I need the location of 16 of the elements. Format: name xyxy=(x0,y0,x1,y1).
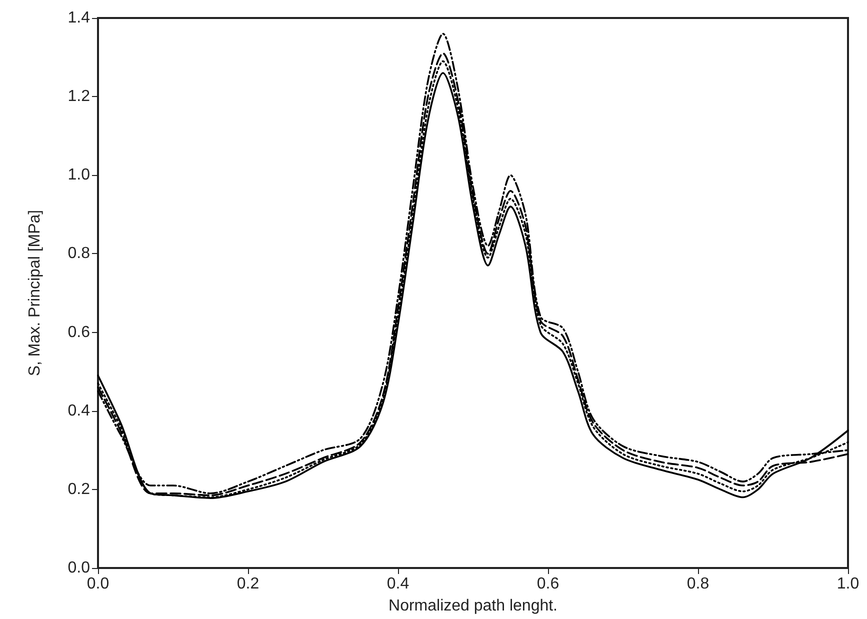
x-tick-label: 0.0 xyxy=(86,576,110,592)
y-tick-label: 1.4 xyxy=(68,10,90,26)
x-tick-label: 0.2 xyxy=(236,576,260,592)
y-axis-title: S, Max. Principal [MPa] xyxy=(26,210,44,376)
x-tick-label: 1.0 xyxy=(836,576,860,592)
y-tick-label: 0.0 xyxy=(68,560,90,576)
y-tick-label: 0.8 xyxy=(68,245,90,262)
x-axis-title: Normalized path lenght. xyxy=(388,598,558,614)
y-tick-label: 0.4 xyxy=(68,402,90,420)
y-tick-label: 1.2 xyxy=(68,88,90,106)
x-tick-label: 0.8 xyxy=(686,576,710,592)
x-tick-label: 0.4 xyxy=(386,576,410,592)
x-tick-label: 0.6 xyxy=(536,576,560,592)
y-tick-label: 0.2 xyxy=(68,480,90,498)
y-tick-label: 1.0 xyxy=(68,166,90,184)
y-tick-label: 0.6 xyxy=(68,324,90,341)
